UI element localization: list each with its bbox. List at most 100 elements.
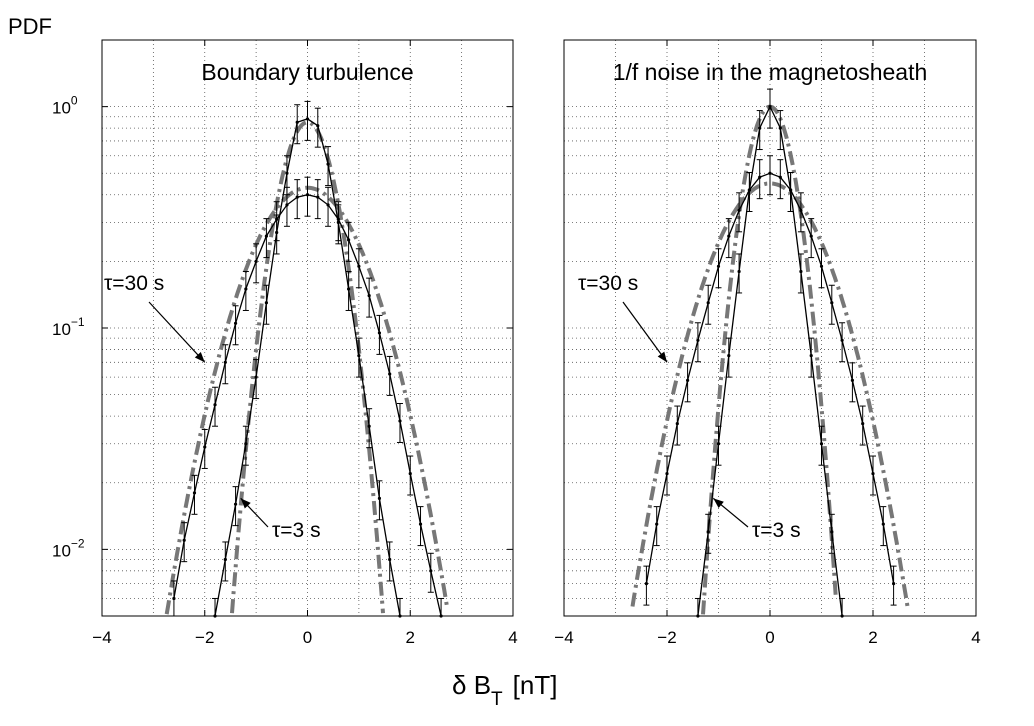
data-point: [809, 234, 813, 238]
error-bar: [232, 305, 239, 346]
data-point: [716, 264, 721, 268]
gaussian-curve-tau-30: [164, 185, 450, 615]
data-point: [644, 582, 649, 586]
error-bar: [345, 221, 352, 262]
error-bar: [335, 201, 342, 242]
x-tick-label: 0: [303, 628, 312, 647]
error-bar: [839, 322, 846, 363]
error-bar: [756, 110, 763, 151]
data-point: [881, 522, 885, 526]
error-bar: [314, 107, 321, 148]
error-bar: [828, 284, 835, 325]
data-point: [275, 217, 279, 221]
data-point: [357, 264, 361, 268]
data-point: [233, 321, 238, 325]
data-point: [429, 569, 433, 573]
error-bar: [777, 159, 784, 200]
data-point: [203, 445, 207, 449]
error-bar: [294, 179, 301, 220]
error-bar: [222, 344, 229, 385]
data-point: [727, 354, 731, 358]
error-bar: [325, 146, 332, 187]
error-bar: [222, 541, 229, 582]
data-point: [716, 442, 721, 446]
error-bar: [715, 248, 722, 289]
data-point: [192, 491, 197, 495]
data-point: [727, 234, 731, 238]
data-point: [696, 338, 700, 342]
data-point: [665, 471, 669, 476]
annotation-arrow: [622, 301, 668, 363]
data-point: [254, 375, 258, 379]
gaussian-curve-tau-30: [630, 181, 910, 607]
data-point: [840, 338, 844, 342]
data-point: [861, 421, 865, 426]
error-bar: [859, 405, 866, 446]
data-point: [830, 301, 834, 305]
data-point: [357, 354, 361, 358]
x-tick-label: 2: [406, 628, 415, 647]
data-point: [172, 596, 176, 601]
x-tick-label: 2: [868, 628, 877, 647]
error-bar: [263, 284, 270, 325]
data-point: [819, 264, 824, 268]
error-bar: [427, 552, 434, 593]
data-point: [706, 530, 710, 534]
annotation-arrowhead: [240, 498, 251, 509]
y-axis-label: PDF: [8, 14, 52, 39]
error-bar: [767, 155, 773, 196]
x-axis-label-unit: [nT]: [513, 670, 558, 700]
data-point: [747, 188, 752, 192]
error-bar: [777, 110, 784, 151]
data-point: [347, 287, 351, 291]
error-bar: [725, 337, 732, 378]
data-point: [264, 234, 268, 238]
data-point: [675, 421, 679, 426]
error-bar: [797, 192, 804, 233]
error-bar: [715, 425, 722, 466]
data-point: [367, 294, 371, 298]
error-bar: [808, 218, 815, 259]
error-bar: [191, 474, 198, 515]
data-point: [223, 557, 227, 562]
error-bar: [242, 425, 249, 466]
data-point: [819, 442, 824, 446]
data-point: [223, 360, 227, 364]
data-point: [737, 269, 741, 274]
error-bar: [407, 455, 414, 496]
data-point: [768, 171, 772, 175]
data-point: [737, 208, 741, 212]
annotation-arrowhead: [194, 352, 205, 363]
data-point: [799, 269, 803, 274]
data-point: [285, 171, 289, 175]
error-bar: [643, 565, 650, 606]
data-point: [316, 124, 320, 128]
data-point: [686, 378, 690, 382]
error-bar: [253, 243, 260, 284]
error-bar: [396, 402, 403, 443]
x-tick-label: −2: [657, 628, 676, 647]
data-point: [326, 162, 330, 166]
error-bar: [345, 270, 352, 311]
error-bar: [355, 248, 362, 289]
annotation-arrow: [148, 301, 206, 363]
data-point: [706, 301, 710, 305]
y-tick-label: 10−2: [52, 536, 85, 560]
data-point: [418, 522, 423, 526]
data-point: [850, 378, 855, 382]
data-point: [244, 442, 248, 446]
y-tick-label: 100: [52, 94, 78, 118]
panel-boundary-turbulence: −4 −2 0 2 4 10−2 10−1 100 Boundary turbulence τ…: [52, 39, 518, 647]
error-bar: [736, 192, 743, 233]
error-bar: [232, 486, 239, 527]
error-bar: [314, 179, 321, 220]
error-bar: [417, 506, 424, 547]
x-tick-label: 4: [971, 628, 980, 647]
error-bar: [253, 359, 260, 400]
x-axis-label-main: δ B: [452, 670, 491, 700]
error-bar: [746, 172, 753, 212]
error-bar: [366, 277, 373, 318]
data-point: [254, 259, 258, 263]
error-bar: [849, 362, 856, 403]
